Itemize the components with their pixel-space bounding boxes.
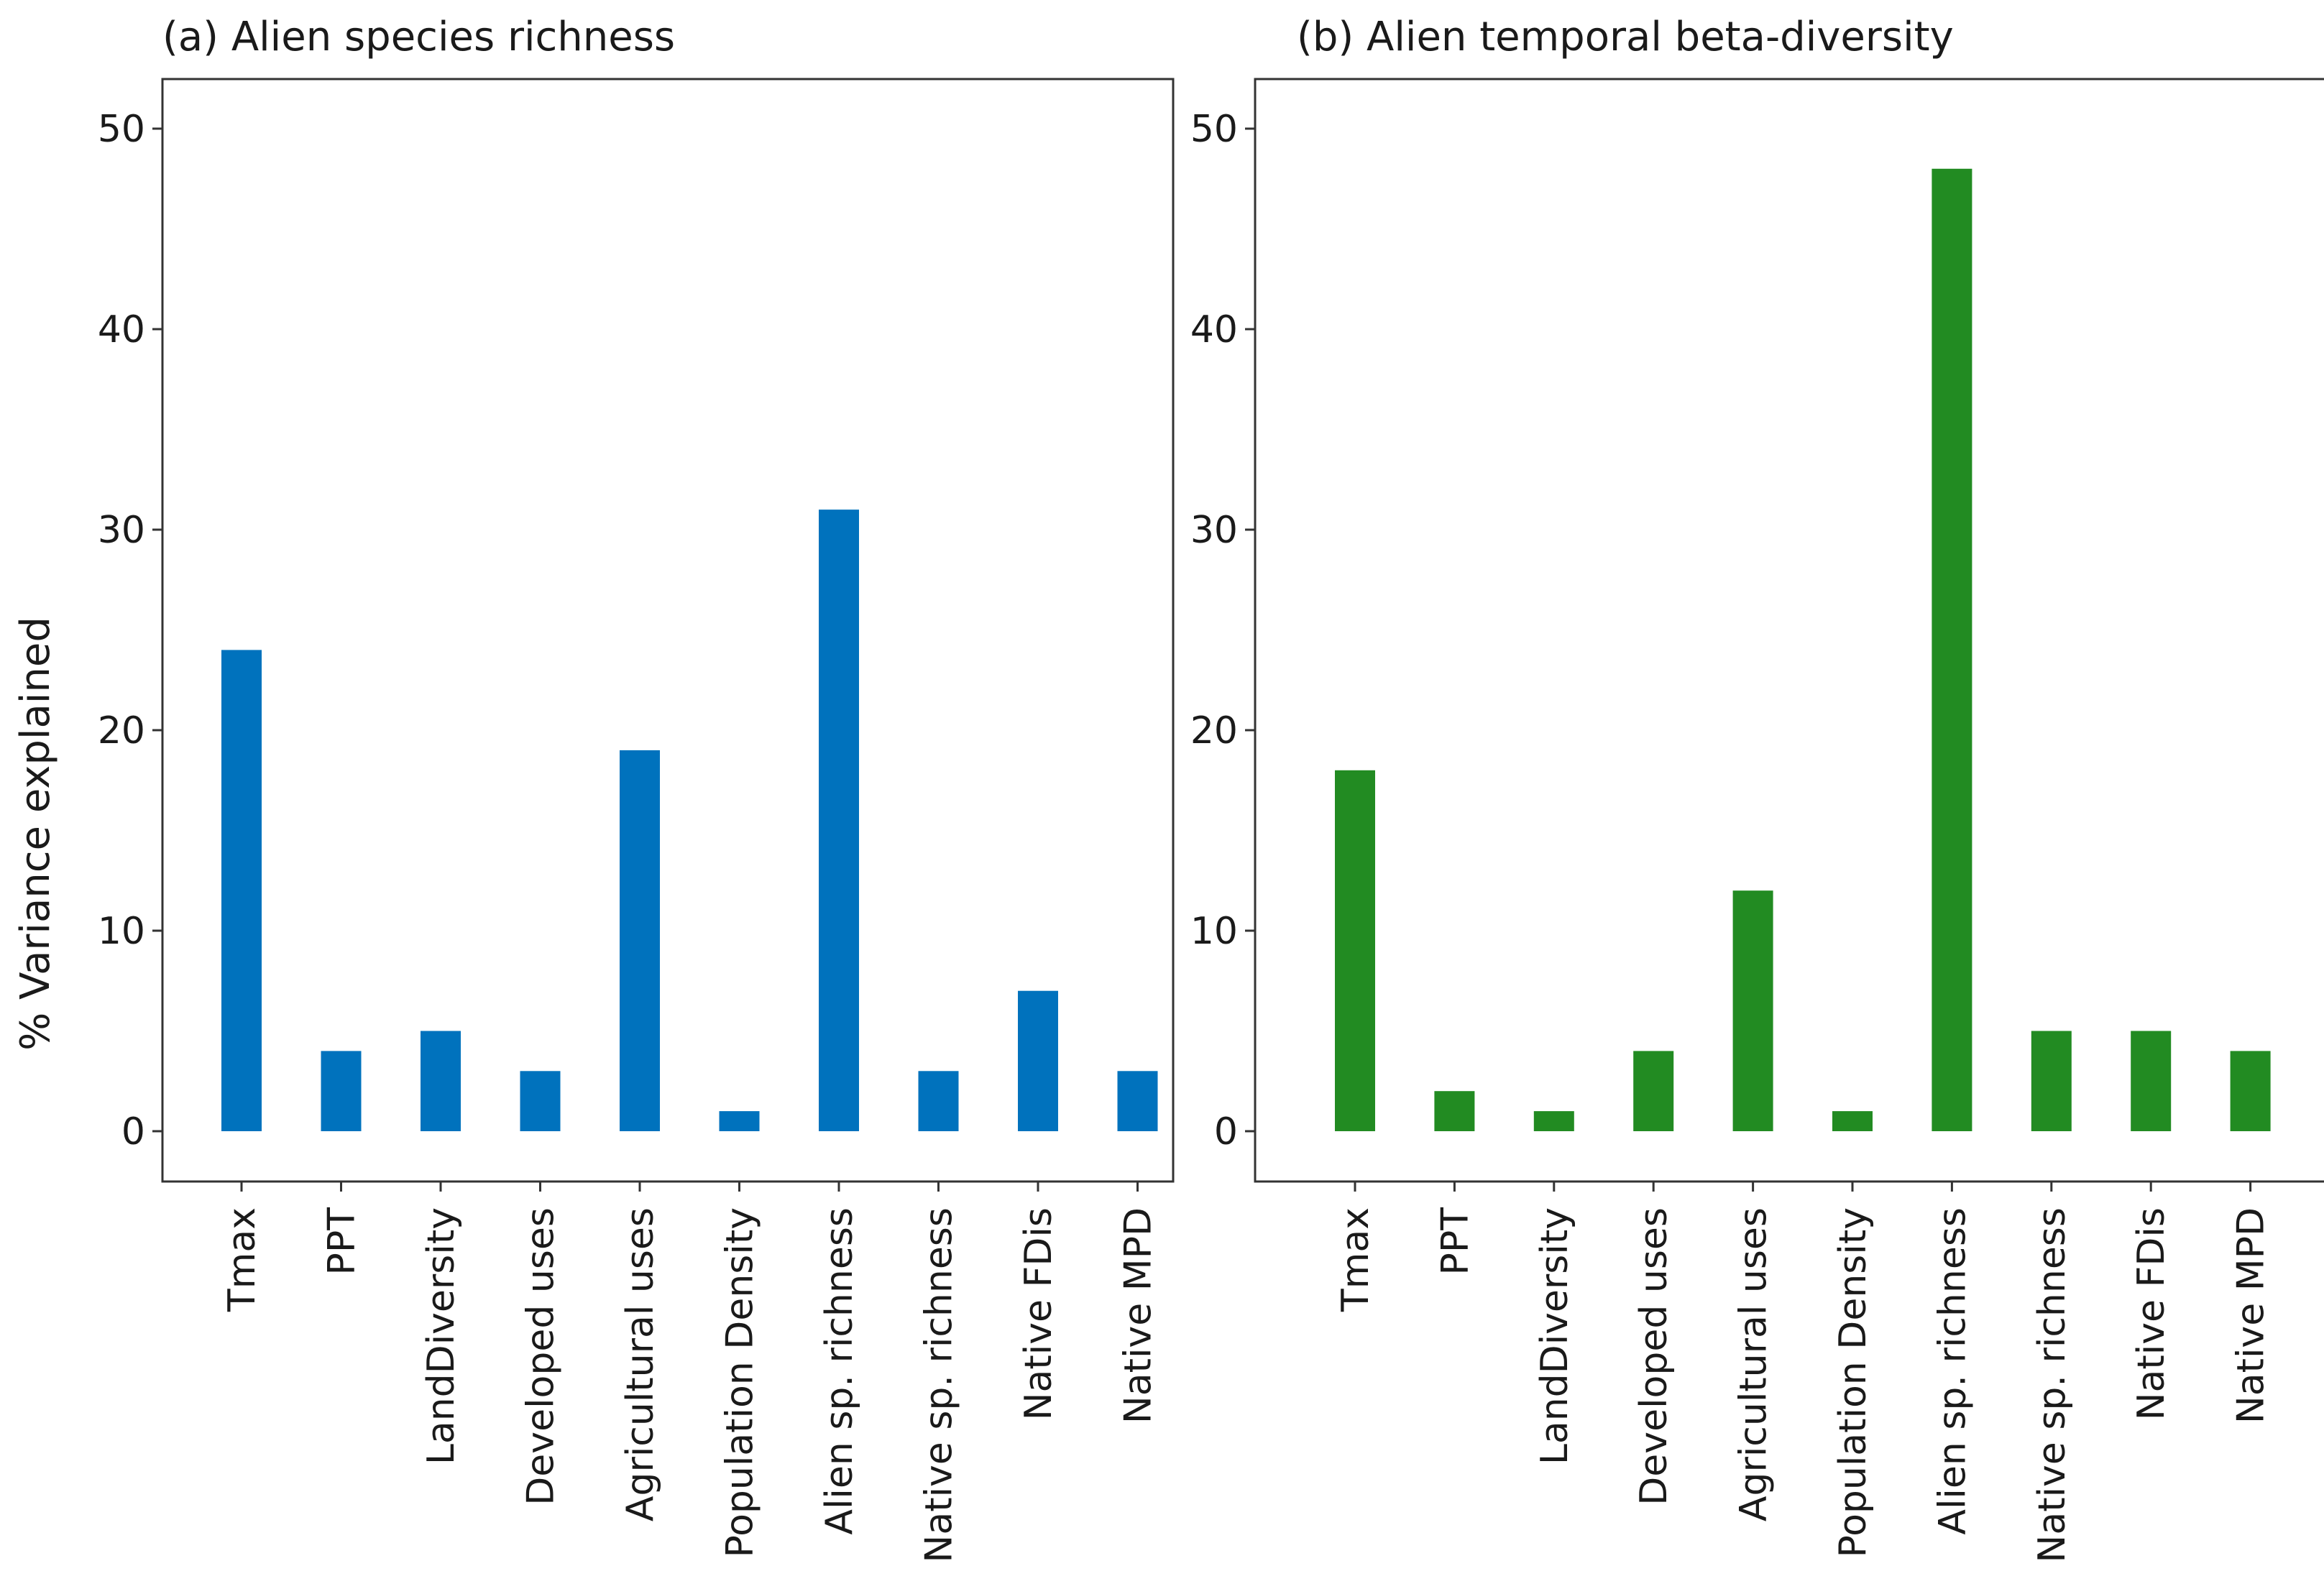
bar: [719, 1111, 760, 1131]
x-tick-label: Agricultural uses: [619, 1207, 662, 1521]
y-axis-label: % Variance explained: [12, 617, 59, 1051]
bar: [1932, 168, 1972, 1131]
x-tick-label: LandDiversity: [420, 1207, 463, 1465]
panel-a-frame: [161, 78, 1175, 1183]
x-tick-label: Native sp. richness: [2031, 1207, 2074, 1563]
x-tick-label: Developed uses: [520, 1207, 563, 1506]
bar: [1832, 1111, 1873, 1131]
bar: [1633, 1051, 1674, 1131]
panel-a: (a) Alien species richness % Variance ex…: [12, 14, 1175, 1563]
bar: [1434, 1091, 1475, 1131]
x-tick-label: Agricultural uses: [1732, 1207, 1776, 1521]
x-tick-label: Native FDis: [2130, 1207, 2173, 1420]
x-tick-label: Alien sp. richness: [818, 1207, 861, 1535]
x-tick-label: Native MPD: [2230, 1207, 2273, 1424]
x-tick-label: Population Density: [1832, 1207, 1875, 1557]
y-tick-label: 40: [98, 308, 145, 351]
bar: [421, 1031, 461, 1131]
x-tick-label: Alien sp. richness: [1931, 1207, 1974, 1535]
y-tick-label: 50: [98, 108, 145, 151]
bar: [2031, 1031, 2072, 1131]
bar: [221, 650, 262, 1131]
y-tick-label: 0: [121, 1110, 145, 1153]
y-tick-label: 50: [1190, 108, 1238, 151]
y-tick-label: 20: [98, 709, 145, 752]
y-tick-label: 10: [1190, 910, 1238, 953]
bar: [1117, 1071, 1158, 1131]
y-tick-label: 40: [1190, 308, 1238, 351]
y-tick-label: 10: [98, 910, 145, 953]
bar: [620, 750, 660, 1131]
y-tick-label: 20: [1190, 709, 1238, 752]
x-tick-label: PPT: [321, 1207, 364, 1276]
x-tick-label: Native MPD: [1117, 1207, 1160, 1424]
y-tick-label: 30: [98, 509, 145, 552]
bar: [2230, 1051, 2271, 1131]
panel-b-frame: [1254, 78, 2324, 1183]
y-tick-label: 0: [1214, 1110, 1238, 1153]
panel-b: (b) Alien temporal beta-diversity 0 10 20 3…: [1190, 14, 2324, 1563]
x-tick-label: Native sp. richness: [918, 1207, 961, 1563]
x-tick-label: Population Density: [719, 1207, 762, 1557]
bar: [2131, 1031, 2172, 1131]
bar: [321, 1051, 362, 1131]
panel-a-title: (a) Alien species richness: [162, 14, 675, 60]
bar: [1018, 990, 1058, 1131]
bar: [1533, 1111, 1574, 1131]
x-tick-label: PPT: [1433, 1207, 1476, 1276]
bar: [918, 1071, 959, 1131]
panel-b-title: (b) Alien temporal beta-diversity: [1297, 14, 1954, 60]
x-tick-label: LandDiversity: [1533, 1207, 1576, 1465]
y-tick-label: 30: [1190, 509, 1238, 552]
bar: [819, 510, 859, 1131]
x-tick-label: Tmax: [221, 1207, 264, 1312]
x-tick-label: Developed uses: [1632, 1207, 1676, 1506]
x-tick-label: Tmax: [1334, 1207, 1377, 1312]
bar: [520, 1071, 561, 1131]
bar: [1732, 890, 1773, 1131]
bar: [1335, 770, 1375, 1131]
x-tick-label: Native FDis: [1017, 1207, 1060, 1420]
